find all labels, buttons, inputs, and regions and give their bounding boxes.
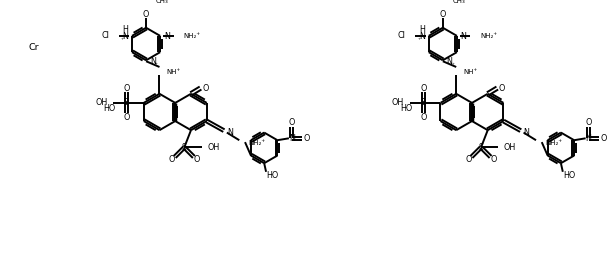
Text: N: N xyxy=(447,57,453,66)
Text: Cl: Cl xyxy=(398,31,406,40)
Text: O: O xyxy=(420,84,426,93)
Text: S: S xyxy=(421,98,426,107)
Text: O: O xyxy=(202,84,209,92)
Text: ⁺: ⁺ xyxy=(121,38,123,43)
Text: Cr: Cr xyxy=(28,43,39,52)
Text: ⁺: ⁺ xyxy=(155,62,158,68)
Text: OH: OH xyxy=(207,143,219,152)
Text: N: N xyxy=(586,134,591,143)
Text: O: O xyxy=(465,155,472,164)
Text: NH⁺: NH⁺ xyxy=(166,69,180,75)
Text: N: N xyxy=(150,57,156,66)
Text: N: N xyxy=(227,128,233,137)
Text: O: O xyxy=(490,155,496,164)
Text: N: N xyxy=(123,32,128,41)
Text: N: N xyxy=(289,134,294,143)
Text: O: O xyxy=(304,134,310,143)
Text: N: N xyxy=(524,128,529,137)
Text: OH: OH xyxy=(95,98,107,107)
Text: NH₂⁺: NH₂⁺ xyxy=(546,140,562,146)
Text: S: S xyxy=(182,143,187,152)
Text: S: S xyxy=(479,143,484,152)
Text: HO: HO xyxy=(266,171,278,180)
Text: NH₂⁺: NH₂⁺ xyxy=(249,140,266,146)
Text: O: O xyxy=(123,84,130,93)
Text: O: O xyxy=(193,155,200,164)
Text: N: N xyxy=(419,32,425,41)
Text: OH: OH xyxy=(504,143,516,152)
Text: O: O xyxy=(123,113,130,122)
Text: O: O xyxy=(440,10,446,19)
Text: HO: HO xyxy=(400,104,412,113)
Text: S: S xyxy=(124,98,129,107)
Text: O: O xyxy=(499,84,505,92)
Text: HO: HO xyxy=(563,171,575,180)
Text: O: O xyxy=(169,155,175,164)
Text: O: O xyxy=(585,118,592,126)
Text: Cl: Cl xyxy=(101,31,109,40)
Text: N: N xyxy=(164,32,170,41)
Text: CH₃: CH₃ xyxy=(452,0,465,4)
Text: O: O xyxy=(601,134,607,143)
Text: O: O xyxy=(420,113,426,122)
Text: N: N xyxy=(461,32,466,41)
Text: HO: HO xyxy=(103,104,115,113)
Text: CH₃: CH₃ xyxy=(156,0,168,4)
Text: ⁺: ⁺ xyxy=(417,38,420,43)
Text: OH: OH xyxy=(392,98,404,107)
Text: ⁺: ⁺ xyxy=(452,62,455,68)
Text: O: O xyxy=(289,118,295,126)
Text: H: H xyxy=(123,25,128,34)
Text: H: H xyxy=(419,25,425,34)
Text: NH⁺: NH⁺ xyxy=(463,69,477,75)
Text: O: O xyxy=(143,10,149,19)
Text: NH₂⁺: NH₂⁺ xyxy=(480,33,497,39)
Text: NH₂⁺: NH₂⁺ xyxy=(183,33,200,39)
